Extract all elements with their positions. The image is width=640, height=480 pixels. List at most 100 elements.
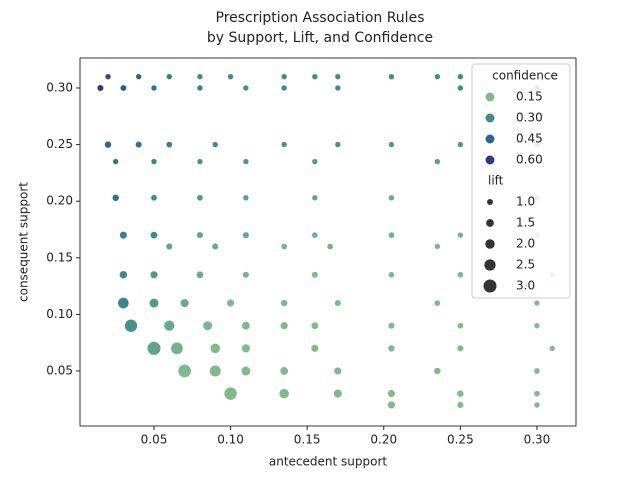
point — [456, 401, 464, 409]
point — [279, 366, 289, 376]
point — [242, 271, 250, 279]
point — [196, 194, 204, 202]
x-axis-label: antecedent support — [269, 455, 388, 469]
legend-marker — [485, 113, 495, 123]
point — [280, 73, 288, 80]
point — [148, 298, 160, 309]
point — [150, 84, 158, 92]
point — [280, 299, 289, 307]
y-axis-label: consequent support — [17, 182, 31, 302]
x-tick-label: 0.05 — [141, 433, 168, 447]
point — [209, 342, 221, 354]
point — [280, 84, 288, 92]
point — [533, 401, 541, 409]
point — [434, 243, 441, 250]
point — [326, 242, 334, 250]
point — [124, 318, 138, 333]
point — [242, 158, 250, 165]
point — [456, 271, 464, 279]
legend-marker — [485, 92, 495, 102]
point — [433, 299, 441, 307]
point — [311, 73, 319, 80]
point — [179, 298, 190, 308]
point — [195, 270, 204, 279]
y-tick-label: 0.05 — [46, 363, 73, 377]
point — [135, 73, 142, 80]
legend-box — [471, 63, 571, 299]
point — [280, 321, 289, 330]
point — [119, 230, 128, 240]
point — [533, 299, 541, 307]
point — [211, 141, 219, 148]
point — [333, 388, 343, 399]
point — [387, 400, 396, 410]
point — [434, 158, 441, 165]
legend-label: 1.5 — [516, 216, 535, 230]
point — [209, 364, 222, 378]
point — [146, 341, 162, 356]
y-tick-label: 0.30 — [46, 80, 73, 94]
legend-label: 3.0 — [516, 279, 535, 293]
legend-label: 0.45 — [516, 132, 543, 146]
point — [457, 141, 464, 148]
point — [149, 231, 158, 240]
point — [278, 388, 290, 400]
legend-title: lift — [488, 174, 504, 188]
point — [165, 141, 173, 149]
chart-subtitle: by Support, Lift, and Confidence — [207, 30, 433, 46]
point — [196, 73, 204, 80]
point — [311, 158, 319, 165]
point — [387, 344, 396, 353]
point — [311, 194, 319, 202]
point — [119, 270, 128, 280]
x-tick-label: 0.20 — [370, 433, 397, 447]
point — [280, 141, 288, 148]
point — [333, 366, 342, 376]
point — [166, 73, 173, 80]
point — [388, 141, 395, 148]
legend: confidence 0.15 0.30 0.45 0.60 lift 1.0 1.5 2.0 2… — [471, 63, 571, 299]
axes-frame — [79, 57, 577, 427]
point — [150, 158, 158, 165]
legend-marker — [485, 134, 495, 144]
point — [433, 367, 442, 375]
point — [457, 231, 464, 239]
point — [111, 193, 120, 202]
point — [310, 344, 320, 353]
point — [196, 231, 204, 239]
point — [241, 343, 251, 354]
point — [388, 194, 395, 202]
point — [196, 84, 204, 92]
point — [310, 321, 319, 330]
legend-label: 2.5 — [516, 258, 535, 272]
plot-area — [96, 73, 556, 410]
point — [150, 194, 158, 202]
legend-label: 2.0 — [516, 237, 535, 251]
point — [223, 386, 238, 401]
point — [434, 73, 441, 80]
point — [119, 84, 127, 92]
legend-marker — [487, 199, 493, 205]
point — [170, 341, 184, 355]
point — [165, 242, 173, 251]
point — [240, 365, 251, 377]
legend-label: 0.15 — [516, 90, 543, 104]
point — [457, 84, 464, 92]
point — [388, 73, 395, 80]
legend-title: confidence — [492, 69, 558, 83]
point — [457, 73, 464, 80]
point — [104, 140, 112, 149]
legend-marker — [486, 219, 494, 227]
point — [334, 84, 342, 92]
legend-marker — [485, 155, 495, 165]
point — [135, 140, 143, 149]
point — [96, 84, 105, 92]
legend-marker — [484, 259, 496, 271]
point — [202, 320, 213, 331]
point — [226, 298, 235, 308]
x-tick-label: 0.25 — [447, 433, 474, 447]
y-tick-label: 0.20 — [46, 194, 73, 208]
point — [311, 231, 319, 239]
point — [242, 84, 250, 92]
x-tick-label: 0.30 — [524, 433, 551, 447]
